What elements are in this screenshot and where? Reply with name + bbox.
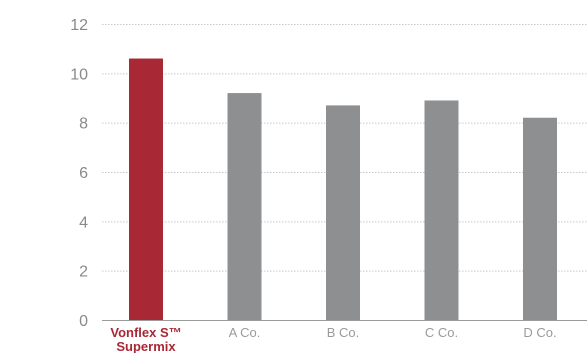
grid-layer: [102, 24, 587, 321]
y-tick-label: 4: [79, 214, 88, 231]
bar: [424, 100, 459, 320]
y-tick-label: 0: [79, 313, 88, 330]
x-category-label: A Co.: [229, 325, 261, 340]
x-category-label: B Co.: [327, 325, 360, 340]
y-tick-label: 10: [70, 66, 88, 83]
y-tick-label: 12: [70, 17, 88, 34]
y-tick-label: 2: [79, 264, 88, 281]
bar: [129, 58, 163, 321]
y-tick-label: 8: [79, 116, 88, 133]
y-axis-ticks: 0 2 4 6 8 10 12: [70, 17, 88, 330]
x-category-label: C Co.: [425, 325, 458, 340]
x-category-label: Vonflex S™: [110, 325, 181, 340]
bar-layer: [129, 58, 557, 321]
x-category-label: Supermix: [116, 339, 176, 353]
x-category-label: D Co.: [523, 325, 556, 340]
bar: [227, 93, 262, 320]
bar: [523, 117, 557, 320]
bar: [326, 105, 360, 321]
y-tick-label: 6: [79, 165, 88, 182]
